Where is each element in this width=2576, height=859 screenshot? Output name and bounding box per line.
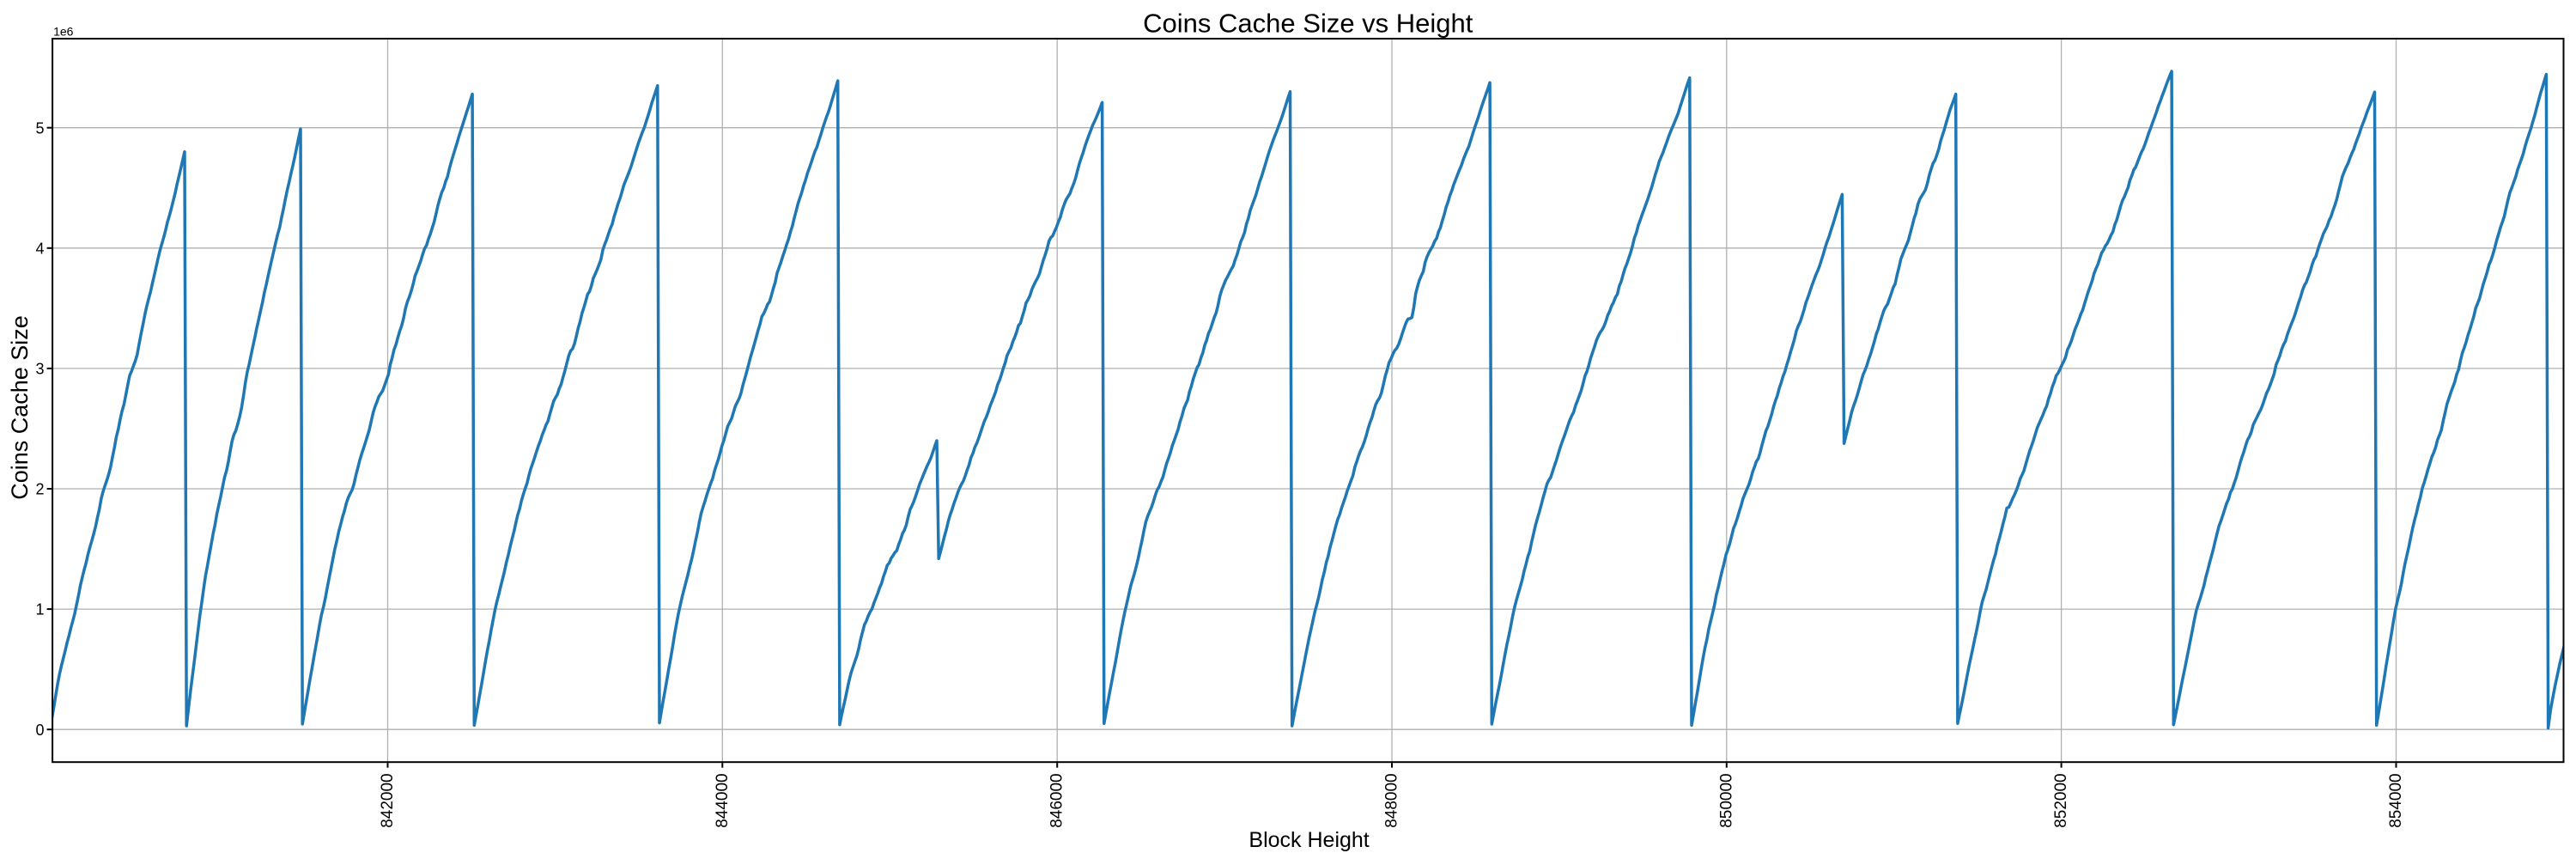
svg-text:Block Height: Block Height <box>1249 828 1369 852</box>
svg-text:1e6: 1e6 <box>53 24 74 38</box>
svg-text:4: 4 <box>35 240 44 257</box>
svg-text:Coins Cache Size: Coins Cache Size <box>7 315 33 500</box>
svg-text:5: 5 <box>35 119 44 137</box>
svg-text:3: 3 <box>35 361 44 378</box>
svg-text:2: 2 <box>35 481 44 498</box>
svg-text:844000: 844000 <box>714 773 732 827</box>
svg-text:852000: 852000 <box>2052 773 2070 827</box>
svg-text:848000: 848000 <box>1383 773 1401 827</box>
svg-text:854000: 854000 <box>2387 773 2405 827</box>
svg-text:Coins Cache Size vs Height: Coins Cache Size vs Height <box>1143 9 1473 39</box>
svg-text:1: 1 <box>35 601 44 618</box>
svg-text:0: 0 <box>35 722 44 739</box>
svg-text:850000: 850000 <box>1717 773 1735 827</box>
svg-text:842000: 842000 <box>379 773 397 827</box>
svg-text:846000: 846000 <box>1048 773 1066 827</box>
